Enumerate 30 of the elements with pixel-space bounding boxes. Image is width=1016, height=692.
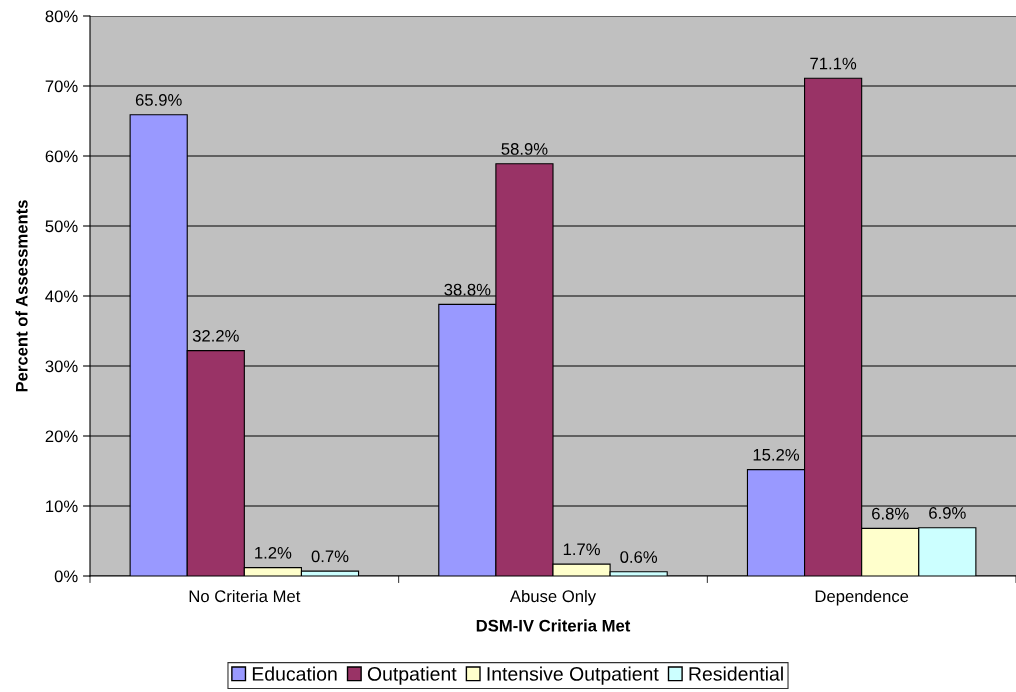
data-label: 38.8% [444, 283, 491, 296]
data-label: 0.7% [311, 550, 349, 563]
y-tick-label: 20% [45, 430, 78, 443]
legend-label: Outpatient [367, 666, 457, 685]
data-label: 1.7% [563, 543, 600, 556]
data-label: 32.2% [192, 329, 239, 342]
data-label: 1.2% [255, 546, 292, 559]
y-tick-label: 10% [46, 500, 78, 513]
x-tick-label: Dependence [815, 589, 909, 606]
data-label: 71.1% [810, 57, 857, 70]
y-tick-label: 30% [45, 360, 78, 373]
x-tick-label: Abuse Only [509, 589, 597, 606]
x-axis-title: DSM-IV Criteria Met [476, 619, 631, 632]
y-tick-label: 40% [45, 290, 78, 303]
y-tick-label: 60% [45, 150, 78, 163]
y-axis-title: Percent of Assessments [15, 200, 28, 392]
legend-label: Education [252, 666, 337, 681]
data-label: 65.9% [135, 94, 182, 106]
y-tick-label: 50% [45, 220, 78, 233]
data-label: 6.9% [929, 507, 966, 519]
data-label: 6.8% [872, 507, 909, 520]
legend-label: Intensive Outpatient [487, 666, 659, 685]
y-tick-label: 70% [45, 80, 78, 93]
y-tick-label: 80% [45, 10, 78, 23]
legend-label: Residential [689, 666, 783, 681]
x-tick-label: No Criteria Met [189, 589, 301, 603]
y-tick-label: 0% [54, 570, 78, 583]
data-label: 0.6% [620, 551, 658, 563]
data-label: 58.9% [501, 143, 548, 155]
data-label: 15.2% [753, 448, 800, 461]
